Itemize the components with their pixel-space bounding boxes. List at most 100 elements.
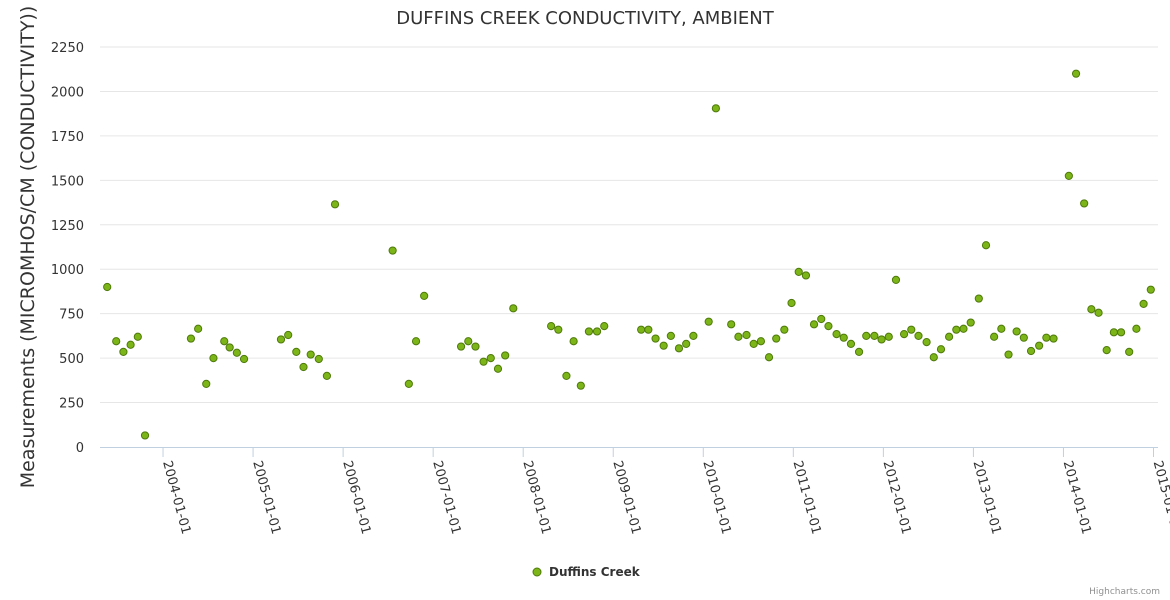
- data-point[interactable]: [112, 337, 121, 346]
- data-point[interactable]: [644, 325, 653, 334]
- data-point[interactable]: [832, 330, 841, 339]
- data-point[interactable]: [1026, 346, 1036, 356]
- legend-item-duffins-creek[interactable]: Duffins Creek: [549, 565, 641, 579]
- data-point[interactable]: [637, 325, 646, 334]
- data-point[interactable]: [711, 104, 720, 113]
- data-point[interactable]: [809, 320, 819, 329]
- data-point[interactable]: [456, 342, 466, 351]
- data-point[interactable]: [839, 333, 848, 342]
- data-point[interactable]: [140, 431, 150, 440]
- data-point[interactable]: [974, 294, 983, 303]
- data-point[interactable]: [388, 246, 397, 255]
- data-point[interactable]: [854, 347, 864, 356]
- data-point[interactable]: [314, 354, 323, 364]
- data-point[interactable]: [600, 322, 609, 331]
- data-point[interactable]: [220, 337, 229, 346]
- data-point[interactable]: [1042, 333, 1051, 342]
- data-point[interactable]: [330, 200, 340, 209]
- data-point[interactable]: [862, 331, 871, 340]
- data-point[interactable]: [1004, 350, 1013, 359]
- data-point[interactable]: [870, 331, 879, 340]
- data-point[interactable]: [945, 332, 954, 341]
- data-point[interactable]: [284, 330, 293, 340]
- data-point[interactable]: [817, 314, 826, 324]
- data-point[interactable]: [952, 325, 961, 334]
- data-point[interactable]: [1064, 171, 1073, 180]
- data-point[interactable]: [727, 320, 736, 329]
- data-point[interactable]: [1094, 308, 1103, 317]
- data-point[interactable]: [936, 345, 946, 354]
- data-point[interactable]: [464, 337, 473, 346]
- data-point[interactable]: [1012, 327, 1021, 336]
- data-point[interactable]: [764, 353, 774, 362]
- legend[interactable]: Duffins Creek: [532, 565, 641, 579]
- data-point[interactable]: [186, 334, 196, 343]
- data-point[interactable]: [592, 327, 602, 336]
- data-point[interactable]: [1102, 346, 1111, 355]
- data-point[interactable]: [794, 267, 803, 276]
- data-point[interactable]: [569, 337, 578, 346]
- data-point[interactable]: [486, 354, 495, 363]
- data-point[interactable]: [891, 275, 901, 284]
- data-point[interactable]: [914, 331, 923, 340]
- data-point[interactable]: [877, 335, 886, 344]
- data-point[interactable]: [659, 341, 668, 350]
- data-point[interactable]: [787, 298, 796, 308]
- data-point[interactable]: [306, 350, 315, 359]
- data-point[interactable]: [981, 241, 991, 250]
- data-point[interactable]: [276, 335, 286, 344]
- credits-link[interactable]: Highcharts.com: [1089, 587, 1160, 597]
- data-point[interactable]: [966, 318, 975, 327]
- data-point[interactable]: [801, 271, 811, 280]
- data-point[interactable]: [742, 330, 751, 340]
- data-point[interactable]: [756, 337, 766, 346]
- data-point[interactable]: [772, 334, 781, 343]
- data-point[interactable]: [404, 379, 413, 388]
- data-point[interactable]: [1019, 333, 1028, 342]
- data-point[interactable]: [846, 339, 856, 348]
- data-point[interactable]: [899, 330, 909, 339]
- data-point[interactable]: [689, 331, 698, 340]
- data-point[interactable]: [990, 332, 999, 341]
- data-point[interactable]: [734, 332, 743, 341]
- data-point[interactable]: [501, 351, 510, 360]
- data-point[interactable]: [420, 291, 429, 300]
- data-point[interactable]: [1132, 324, 1141, 333]
- data-point[interactable]: [997, 324, 1006, 333]
- data-point[interactable]: [959, 324, 968, 333]
- data-point[interactable]: [209, 354, 218, 363]
- data-point[interactable]: [682, 339, 691, 348]
- data-point[interactable]: [103, 282, 112, 292]
- data-point[interactable]: [780, 325, 789, 334]
- data-point[interactable]: [907, 325, 916, 334]
- data-point[interactable]: [824, 322, 833, 331]
- data-point[interactable]: [411, 337, 421, 346]
- data-point[interactable]: [239, 354, 249, 364]
- data-point[interactable]: [929, 353, 938, 362]
- data-point[interactable]: [126, 340, 135, 349]
- data-point[interactable]: [1087, 305, 1096, 314]
- data-point[interactable]: [194, 324, 203, 333]
- data-point[interactable]: [651, 334, 660, 343]
- data-point[interactable]: [232, 348, 241, 357]
- data-point[interactable]: [1125, 347, 1134, 356]
- data-point[interactable]: [1080, 199, 1089, 208]
- data-point[interactable]: [471, 342, 480, 351]
- data-point[interactable]: [202, 379, 211, 388]
- data-point[interactable]: [1139, 299, 1148, 308]
- data-point[interactable]: [674, 344, 684, 353]
- data-point[interactable]: [1116, 328, 1126, 337]
- data-point[interactable]: [562, 371, 571, 380]
- data-point[interactable]: [1035, 341, 1044, 350]
- data-point[interactable]: [299, 362, 308, 372]
- data-point[interactable]: [1146, 285, 1155, 294]
- data-point[interactable]: [704, 317, 713, 326]
- data-point[interactable]: [322, 371, 332, 380]
- data-point[interactable]: [547, 322, 556, 331]
- data-point[interactable]: [119, 347, 128, 356]
- data-point[interactable]: [1049, 334, 1058, 343]
- data-point[interactable]: [225, 343, 234, 352]
- data-point[interactable]: [133, 332, 142, 341]
- data-point[interactable]: [584, 327, 594, 336]
- data-point[interactable]: [554, 325, 563, 334]
